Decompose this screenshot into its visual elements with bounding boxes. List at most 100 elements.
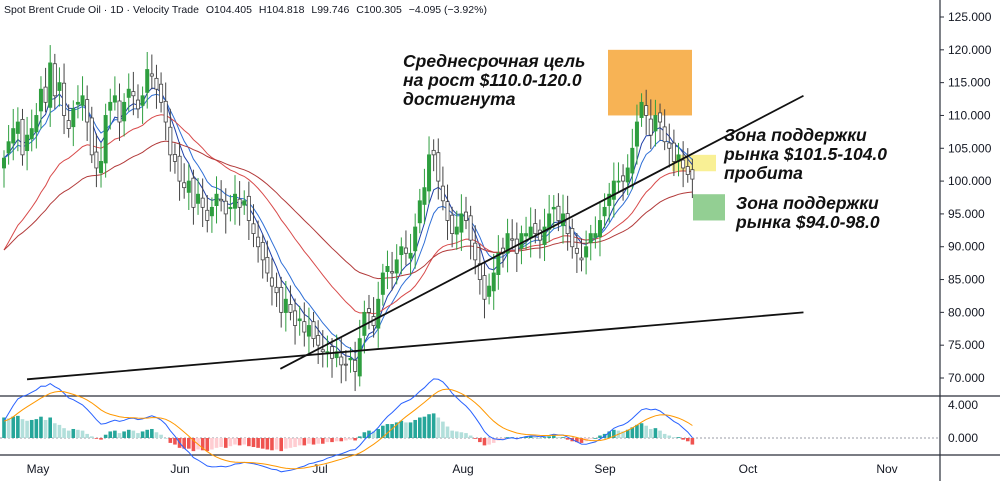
candle-body	[431, 149, 436, 156]
time-tick-label: Nov	[876, 462, 897, 476]
candle-body	[399, 246, 404, 256]
candle-body	[565, 213, 570, 234]
candle-body	[214, 193, 219, 206]
macd-histogram-bar	[524, 436, 528, 438]
macd-histogram-bar	[251, 438, 256, 448]
trendline	[279, 94, 804, 370]
macd-histogram-bar	[279, 438, 283, 452]
candle-body	[108, 101, 113, 111]
macd-histogram-bar	[334, 438, 339, 442]
macd-histogram-bar	[150, 428, 154, 438]
price-tick-label: 105.000	[948, 141, 992, 155]
time-tick-label: Aug	[452, 462, 473, 476]
candle-body	[57, 82, 62, 91]
macd-histogram-bar	[113, 430, 117, 438]
candle-body	[427, 154, 432, 192]
candle-body	[385, 266, 390, 272]
macd-histogram-bar	[339, 438, 344, 442]
candle-body	[269, 277, 274, 287]
macd-histogram-bar	[482, 438, 487, 446]
candle-body	[417, 200, 422, 224]
macd-histogram-bar	[136, 433, 140, 438]
macd-histogram-bar	[284, 438, 288, 449]
candle-body	[579, 257, 584, 261]
macd-histogram-bar	[80, 430, 85, 438]
macd-histogram-bar	[288, 438, 293, 448]
candle-body	[196, 193, 201, 204]
macd-histogram-bar	[173, 438, 177, 445]
macd-histogram-bar	[2, 417, 6, 438]
macd-histogram-bar	[357, 436, 362, 438]
candle-body	[667, 142, 672, 149]
candle-body	[135, 99, 140, 110]
macd-histogram-bar	[662, 433, 667, 438]
macd-histogram-bar	[219, 438, 223, 448]
macd-histogram-bar	[390, 424, 394, 438]
candle-body	[75, 101, 80, 105]
macd-histogram-bar	[159, 434, 163, 438]
candle-body	[94, 151, 99, 169]
candle-body	[634, 121, 639, 147]
candle-body	[89, 117, 94, 156]
candle-body	[140, 95, 145, 106]
candle-body	[348, 357, 353, 361]
candle-body	[528, 226, 533, 239]
macd-histogram-bar	[163, 438, 168, 439]
macd-histogram-bar	[445, 426, 450, 438]
macd-histogram-bar	[85, 433, 89, 438]
annotation-support-next: Зона поддержки рынка $94.0-98.0	[736, 193, 880, 232]
macd-histogram-bar	[99, 438, 103, 440]
macd-histogram-bar	[454, 431, 459, 438]
candle-body	[380, 272, 385, 295]
candle-body	[394, 259, 399, 274]
ema-line	[3, 114, 693, 315]
macd-histogram-bar	[478, 438, 482, 443]
macd-histogram-bar	[588, 438, 593, 439]
candle-body	[390, 271, 395, 274]
candle-body	[584, 246, 589, 258]
macd-histogram-bar	[459, 432, 464, 438]
candle-body	[163, 100, 168, 123]
macd-histogram-bar	[320, 438, 325, 444]
price-tick-label: 95.000	[948, 207, 985, 221]
macd-histogram-bar	[653, 428, 658, 438]
candle-body	[403, 247, 408, 254]
macd-histogram-bar	[547, 436, 551, 438]
candle-body	[265, 256, 270, 274]
candle-body	[237, 198, 242, 208]
macd-histogram-bar	[579, 438, 584, 443]
macd-histogram-bar	[598, 435, 602, 438]
candle-body	[200, 197, 205, 208]
macd-histogram-bar	[593, 438, 598, 439]
macd-histogram-bar	[385, 424, 390, 438]
candle-body	[459, 213, 464, 233]
zone-target	[608, 49, 692, 116]
macd-histogram-bar	[191, 438, 196, 452]
macd-histogram-bar	[94, 438, 99, 439]
low-value: L99.746	[311, 4, 350, 16]
candle-body	[145, 69, 150, 93]
macd-histogram-bar	[528, 436, 533, 438]
candle-body	[209, 206, 214, 217]
candle-body	[177, 155, 182, 182]
close-value: C100.305	[356, 4, 402, 16]
candle-body	[639, 101, 644, 118]
macd-histogram-bar	[551, 435, 556, 438]
candle-body	[52, 63, 57, 97]
candle-body	[616, 180, 621, 183]
macd-histogram-bar	[394, 422, 399, 438]
macd-histogram-bar	[464, 433, 468, 438]
macd-tick-label: 4.000	[948, 398, 978, 412]
candle-body	[159, 83, 164, 103]
candle-body	[191, 177, 196, 208]
candle-body	[311, 321, 316, 340]
macd-histogram-bar	[242, 438, 247, 445]
macd-histogram-bar	[371, 431, 376, 438]
macd-histogram-bar	[630, 427, 635, 438]
macd-histogram-bar	[247, 438, 251, 447]
time-tick-label: May	[27, 462, 50, 476]
candle-body	[570, 228, 575, 248]
candle-body	[611, 180, 616, 200]
candle-body	[283, 298, 288, 313]
macd-histogram-bar	[265, 438, 270, 450]
